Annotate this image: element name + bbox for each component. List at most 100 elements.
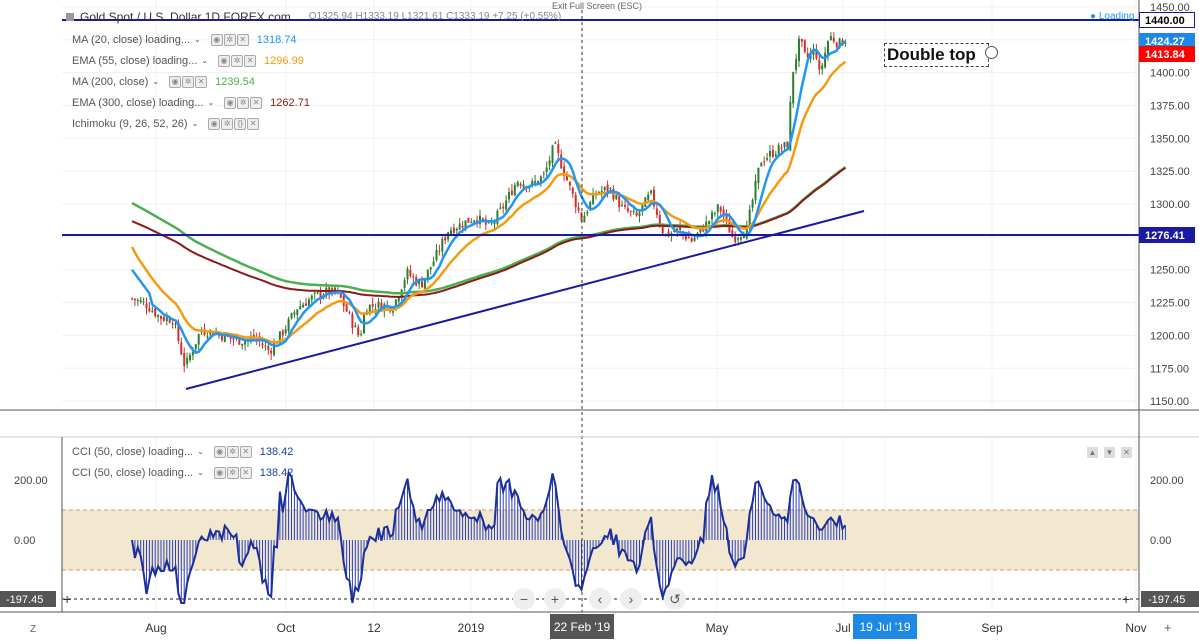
- close-icon[interactable]: ✕: [244, 55, 257, 67]
- candle-body: [168, 318, 171, 323]
- gear-icon[interactable]: ✲: [226, 467, 239, 479]
- close-icon[interactable]: ✕: [236, 34, 249, 46]
- candle-body: [290, 313, 293, 319]
- close-icon[interactable]: ✕: [195, 76, 208, 88]
- gear-icon[interactable]: ✲: [182, 76, 195, 88]
- candle-body: [600, 190, 603, 194]
- close-icon[interactable]: ✕: [239, 467, 252, 479]
- trendline[interactable]: [185, 210, 865, 390]
- zoom-out-button[interactable]: −: [513, 588, 535, 610]
- gear-icon[interactable]: ✲: [221, 118, 234, 130]
- candle-body: [142, 301, 145, 303]
- close-icon[interactable]: ✕: [247, 118, 260, 130]
- close-icon[interactable]: ✕: [239, 446, 252, 458]
- candle-body: [464, 220, 467, 230]
- corner-left-label[interactable]: Z: [30, 624, 36, 635]
- candle-body: [421, 281, 423, 288]
- chevron-down-icon[interactable]: ⌄: [191, 119, 199, 128]
- cci-plus-left[interactable]: +: [63, 591, 71, 607]
- corner-right-label[interactable]: +: [1164, 620, 1172, 635]
- legend-cci-1[interactable]: CCI (50, close) loading... ⌄ ◉ ✲ ✕ 138.42: [72, 444, 293, 460]
- symbol-title-text[interactable]: Gold Spot / U.S. Dollar 1D FOREX.com: [80, 10, 291, 24]
- legend-cci-2-label[interactable]: CCI (50, close) loading...: [72, 467, 194, 479]
- candle-body: [629, 211, 632, 213]
- legend-ma-200-label[interactable]: MA (200, close): [72, 76, 149, 88]
- time-axis[interactable]: Aug Oct 12 2019 22 Feb '19 May Jul 19 Jul '19 Se…: [30, 614, 1172, 639]
- candle-body: [197, 334, 200, 345]
- time-tick-label: Jul: [835, 621, 850, 635]
- double-top-annotation[interactable]: Double top: [884, 43, 989, 67]
- time-tick-label: 19 Jul '19: [860, 620, 911, 634]
- candle-body: [345, 304, 348, 312]
- candle-body: [409, 270, 412, 276]
- time-tick-label: 12: [367, 621, 381, 635]
- legend-ma-20[interactable]: MA (20, close) loading... ⌄ ◉ ✲ ✕ 1318.74: [72, 32, 296, 48]
- gear-icon[interactable]: ✲: [237, 97, 250, 109]
- candle-body: [160, 315, 162, 319]
- close-icon[interactable]: ✕: [250, 97, 263, 109]
- zoom-in-button[interactable]: +: [544, 588, 566, 610]
- exit-fullscreen-label[interactable]: Exit Full Screen (ESC): [552, 1, 643, 11]
- chevron-down-icon[interactable]: ⌄: [197, 468, 204, 477]
- candle-body: [348, 312, 351, 314]
- eye-icon[interactable]: ◉: [213, 467, 226, 479]
- candle-body: [769, 151, 771, 157]
- gear-icon[interactable]: ✲: [223, 34, 236, 46]
- candle-body: [699, 227, 702, 233]
- reset-chart-button[interactable]: ↺: [664, 588, 686, 610]
- eye-icon[interactable]: ◉: [218, 55, 231, 67]
- annotation-handle[interactable]: [985, 46, 998, 59]
- candle-body: [766, 157, 769, 160]
- legend-cci-2[interactable]: CCI (50, close) loading... ⌄ ◉ ✲ ✕ 138.42: [72, 465, 293, 481]
- chevron-down-icon[interactable]: ⌄: [194, 35, 201, 44]
- price-tick-label: 1450.00: [1150, 2, 1190, 14]
- pane-up-icon[interactable]: ▲: [1087, 447, 1098, 458]
- price-tag[interactable]: 1440.00: [1139, 12, 1195, 28]
- legend-ema-55[interactable]: EMA (55, close) loading... ⌄ ◉ ✲ ✕ 1296.99: [72, 53, 304, 69]
- legend-cci-1-label[interactable]: CCI (50, close) loading...: [72, 446, 194, 458]
- eye-icon[interactable]: ◉: [210, 34, 223, 46]
- candle-body: [606, 184, 609, 192]
- legend-ema-300[interactable]: EMA (300, close) loading... ⌄ ◉ ✲ ✕ 1262.71: [72, 95, 310, 111]
- scroll-forward-button[interactable]: ›: [620, 588, 642, 610]
- chevron-down-icon[interactable]: ⌄: [152, 77, 160, 86]
- candle-body: [542, 173, 545, 175]
- legend-cci-1-controls: ◉ ✲ ✕: [213, 446, 252, 458]
- cci-axis[interactable]: 200.00 200.00 0.00 0.00 -197.45 -197.45 + +: [0, 475, 1199, 607]
- candle-body: [687, 237, 690, 239]
- eye-icon[interactable]: ◉: [169, 76, 182, 88]
- legend-ichimoku-label[interactable]: Ichimoku (9, 26, 52, 26): [72, 118, 188, 130]
- candle-body: [740, 237, 742, 240]
- legend-ema-55-label[interactable]: EMA (55, close) loading...: [72, 55, 198, 67]
- gear-icon[interactable]: ✲: [231, 55, 244, 67]
- legend-ema-300-label[interactable]: EMA (300, close) loading...: [72, 97, 204, 109]
- chevron-down-icon[interactable]: ⌄: [201, 56, 209, 65]
- candle-body: [827, 41, 829, 56]
- scroll-back-button[interactable]: ‹: [589, 588, 611, 610]
- price-tag[interactable]: 1413.84: [1139, 46, 1195, 63]
- eye-icon[interactable]: ◉: [213, 446, 226, 458]
- candle-body: [264, 345, 267, 347]
- candle-body: [508, 192, 510, 200]
- candles: [131, 32, 847, 373]
- price-tick-label: 1375.00: [1150, 100, 1190, 112]
- legend-ma-20-label[interactable]: MA (20, close) loading...: [72, 34, 191, 46]
- cci-plus-right[interactable]: +: [1122, 591, 1130, 607]
- candle-body: [647, 194, 650, 201]
- eye-icon[interactable]: ◉: [224, 97, 237, 109]
- chevron-down-icon[interactable]: ⌄: [197, 447, 204, 456]
- chevron-down-icon[interactable]: ⌄: [207, 98, 215, 107]
- pane-down-icon[interactable]: ▼: [1104, 447, 1115, 458]
- candle-body: [589, 202, 592, 211]
- eye-icon[interactable]: ◉: [208, 118, 221, 130]
- candle-body: [615, 195, 618, 200]
- price-tag[interactable]: 1276.41: [1139, 227, 1195, 243]
- candle-body: [136, 299, 139, 301]
- legend-ma-200[interactable]: MA (200, close) ⌄ ◉ ✲ ✕ 1239.54: [72, 74, 255, 90]
- legend-ichimoku[interactable]: Ichimoku (9, 26, 52, 26) ⌄ ◉ ✲{} ✕: [72, 116, 267, 132]
- symbol-icon: [66, 13, 74, 21]
- candle-body: [632, 210, 635, 213]
- gear-icon[interactable]: ✲: [226, 446, 239, 458]
- pane-close-icon[interactable]: ✕: [1121, 447, 1132, 458]
- braces-icon[interactable]: {}: [234, 118, 247, 130]
